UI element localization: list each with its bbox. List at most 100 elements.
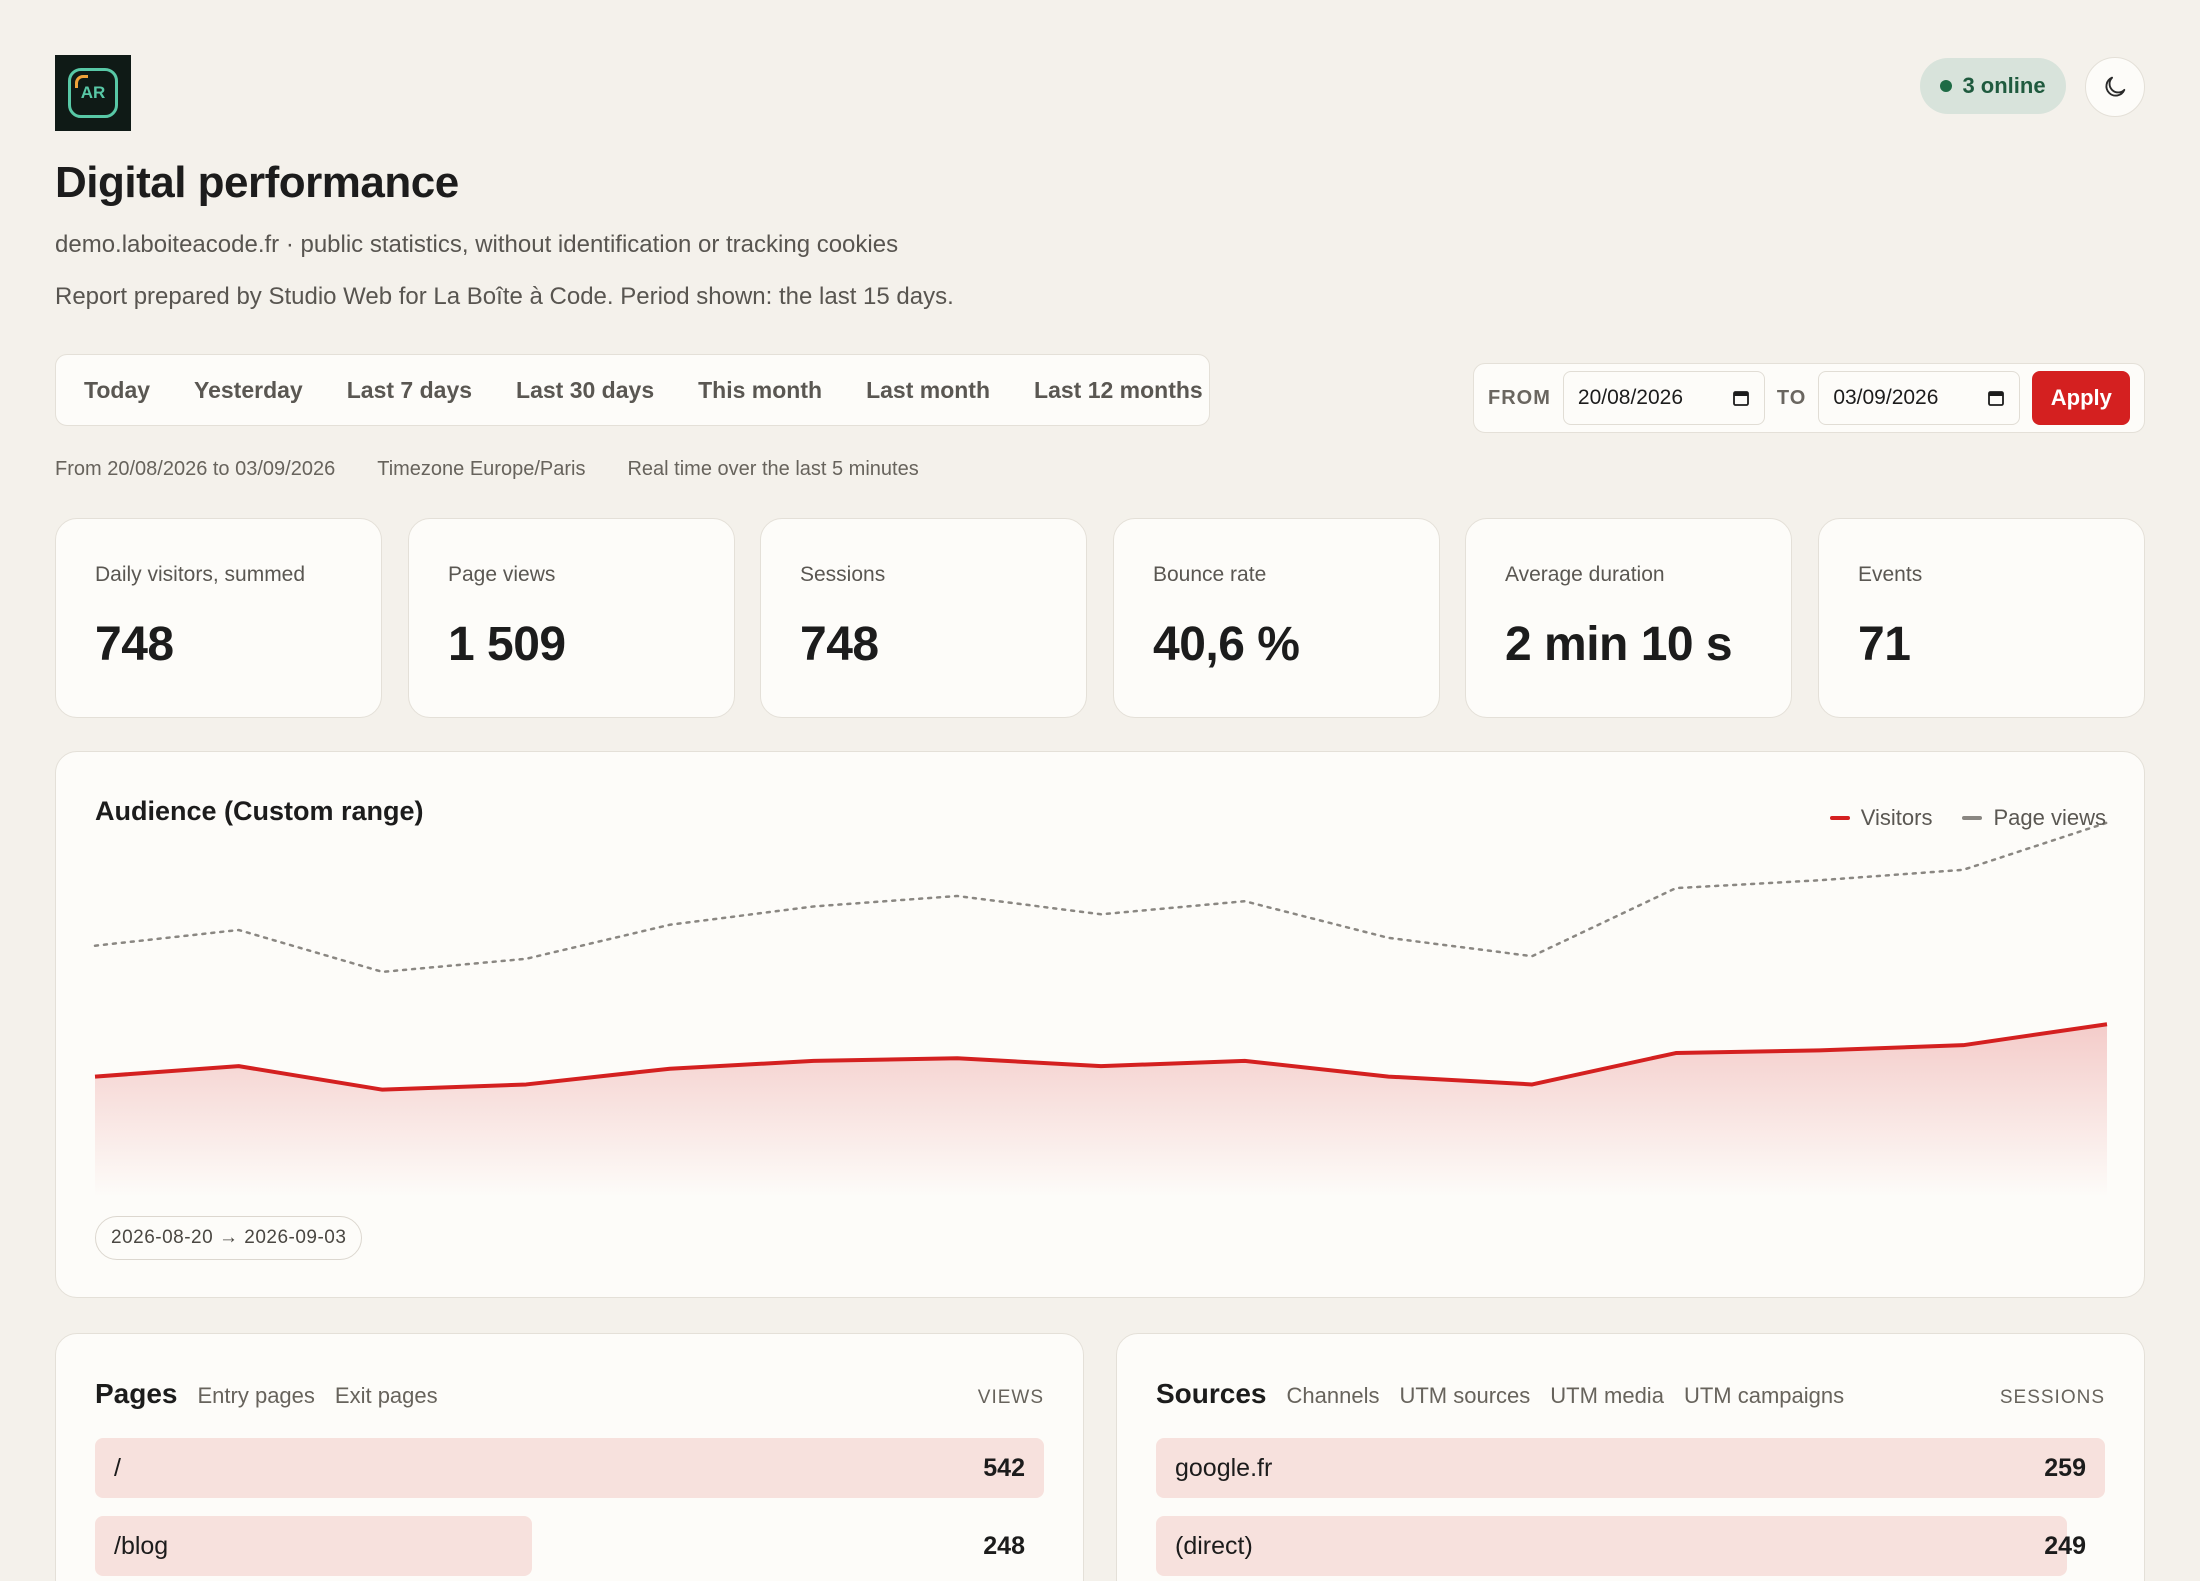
kpi-card-sessions: Sessions 748 — [760, 518, 1087, 718]
calendar-icon[interactable] — [1987, 389, 2005, 407]
kpi-label: Events — [1858, 563, 1923, 586]
meta-realtime: Real time over the last 5 minutes — [627, 458, 919, 480]
page-views-point[interactable] — [1093, 906, 1109, 922]
row-value: 259 — [2044, 1454, 2086, 1482]
kpi-label: Bounce rate — [1153, 563, 1267, 586]
page-views-point[interactable] — [231, 922, 247, 938]
tab-entry-pages[interactable]: Entry pages — [197, 1383, 315, 1408]
page-views-point[interactable] — [1524, 948, 1540, 964]
pages-panel-header: Pages Entry pages Exit pages — [95, 1378, 458, 1410]
period-last-30-days-button[interactable]: Last 30 days — [516, 376, 655, 403]
audience-chart — [87, 821, 2115, 1197]
visitors-point[interactable] — [374, 1082, 390, 1098]
visitors-point[interactable] — [231, 1058, 247, 1074]
row-value: 248 — [983, 1532, 1025, 1560]
visitors-point[interactable] — [1812, 1042, 1828, 1058]
table-row[interactable]: google.fr 259 — [1156, 1438, 2105, 1498]
visitors-point[interactable] — [2099, 1016, 2115, 1032]
theme-toggle-button[interactable] — [2085, 57, 2145, 117]
page-views-point[interactable] — [1237, 893, 1253, 909]
page-views-point[interactable] — [949, 888, 965, 904]
kpi-label: Page views — [448, 563, 556, 586]
visitors-point[interactable] — [87, 1069, 103, 1085]
row-label: (direct) — [1175, 1532, 1253, 1560]
to-date-input[interactable]: 03/09/2026 — [1818, 371, 2021, 425]
visitors-point[interactable] — [1237, 1053, 1253, 1069]
to-date-value: 03/09/2026 — [1833, 386, 1939, 409]
row-bar — [95, 1516, 532, 1576]
tab-exit-pages[interactable]: Exit pages — [334, 1383, 438, 1408]
kpi-value: 748 — [800, 618, 879, 671]
kpi-card-average-duration: Average duration 2 min 10 s — [1465, 518, 1792, 718]
chart-legend: Visitors Page views — [1800, 805, 2106, 831]
visitors-point[interactable] — [662, 1061, 678, 1077]
sources-panel: Sources Channels UTM sources UTM media U… — [1116, 1333, 2145, 1581]
page-views-point[interactable] — [1380, 930, 1396, 946]
row-value: 249 — [2044, 1532, 2086, 1560]
row-bar — [95, 1438, 1044, 1498]
series-line-page-views — [93, 821, 2109, 974]
visitors-point[interactable] — [1524, 1076, 1540, 1092]
period-last-7-days-button[interactable]: Last 7 days — [346, 376, 473, 403]
row-value: 542 — [983, 1454, 1025, 1482]
visitors-point[interactable] — [1668, 1045, 1684, 1061]
period-last-12-months-button[interactable]: Last 12 months — [1034, 376, 1203, 403]
legend-page-views-swatch — [1962, 816, 1983, 820]
tab-utm-sources[interactable]: UTM sources — [1399, 1383, 1531, 1408]
period-yesterday-button[interactable]: Yesterday — [194, 376, 303, 403]
legend-page-views-label: Page views — [1993, 805, 2106, 830]
visitors-point[interactable] — [1093, 1058, 1109, 1074]
tab-channels[interactable]: Channels — [1286, 1383, 1380, 1408]
report-meta: From 20/08/2026 to 03/09/2026 Timezone E… — [55, 458, 961, 481]
page-views-point[interactable] — [374, 964, 390, 980]
from-date-value: 20/08/2026 — [1577, 386, 1683, 409]
online-badge: 3 online — [1920, 58, 2066, 114]
kpi-value: 748 — [95, 618, 174, 671]
page-views-point[interactable] — [806, 898, 822, 914]
calendar-icon[interactable] — [1732, 389, 1750, 407]
apply-button[interactable]: Apply — [2032, 371, 2131, 425]
from-date-input[interactable]: 20/08/2026 — [1562, 371, 1765, 425]
meta-timezone: Timezone Europe/Paris — [377, 458, 586, 480]
pages-title[interactable]: Pages — [95, 1378, 178, 1409]
pages-column-header: VIEWS — [977, 1387, 1044, 1408]
page-views-point[interactable] — [87, 938, 103, 954]
visitors-point[interactable] — [1955, 1037, 1971, 1053]
tab-utm-campaigns[interactable]: UTM campaigns — [1683, 1383, 1845, 1408]
kpi-label: Average duration — [1505, 563, 1665, 586]
table-row[interactable]: / 542 — [95, 1438, 1044, 1498]
from-label: FROM — [1488, 386, 1551, 409]
kpi-label: Daily visitors, summed — [95, 563, 306, 586]
row-bar — [1156, 1438, 2105, 1498]
custom-range-form: FROM 20/08/2026 TO 03/09/2026 Apply — [1473, 363, 2145, 433]
visitors-point[interactable] — [806, 1053, 822, 1069]
page-views-point[interactable] — [1668, 880, 1684, 896]
row-label: / — [114, 1454, 121, 1482]
page-views-point[interactable] — [1812, 872, 1828, 888]
visitors-area — [95, 1024, 2107, 1197]
page-views-point[interactable] — [518, 951, 534, 967]
table-row[interactable]: (direct) 249 — [1156, 1516, 2105, 1576]
period-last-month-button[interactable]: Last month — [866, 376, 991, 403]
kpi-card-events: Events 71 — [1818, 518, 2145, 718]
sources-panel-header: Sources Channels UTM sources UTM media U… — [1156, 1378, 1864, 1410]
kpi-value: 71 — [1858, 618, 1911, 671]
page-views-point[interactable] — [1955, 862, 1971, 878]
legend-visitors-label: Visitors — [1860, 805, 1933, 830]
audience-chart-card: Audience (Custom range) Visitors Page vi… — [55, 751, 2145, 1298]
sources-title[interactable]: Sources — [1156, 1378, 1267, 1409]
online-label: 3 online — [1962, 73, 2046, 98]
visitors-point[interactable] — [518, 1076, 534, 1092]
series-line-visitors — [94, 1022, 2108, 1092]
page-views-point[interactable] — [662, 917, 678, 933]
period-this-month-button[interactable]: This month — [698, 376, 823, 403]
visitors-point[interactable] — [949, 1050, 965, 1066]
pages-panel: Pages Entry pages Exit pages VIEWS / 542… — [55, 1333, 1084, 1581]
period-today-button[interactable]: Today — [84, 376, 151, 403]
legend-page-views: Page views — [1962, 805, 2106, 831]
tab-utm-media[interactable]: UTM media — [1550, 1383, 1664, 1408]
online-dot-icon — [1940, 80, 1953, 92]
visitors-point[interactable] — [1380, 1069, 1396, 1085]
table-row[interactable]: /blog 248 — [95, 1516, 1044, 1576]
kpi-card-visitors: Daily visitors, summed 748 — [55, 518, 382, 718]
